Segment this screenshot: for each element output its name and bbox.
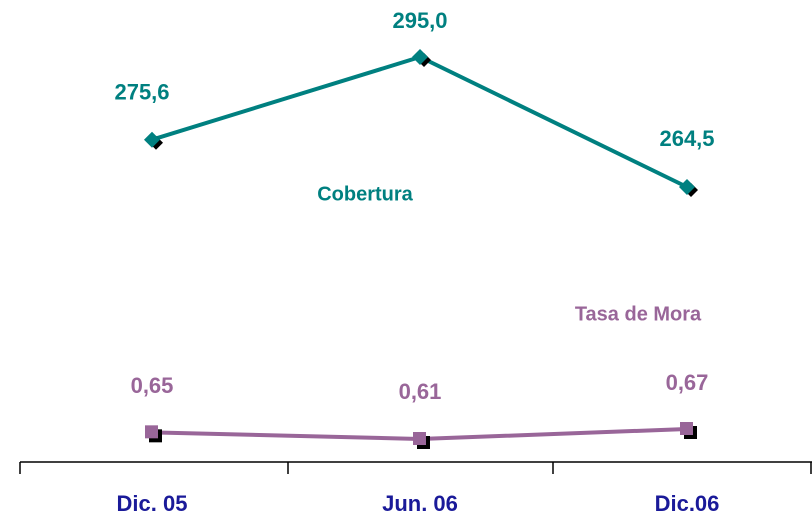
x-tick-label: Dic. 05	[117, 491, 188, 516]
series-label: Cobertura	[317, 183, 413, 205]
marker	[679, 179, 695, 195]
data-label: 264,5	[659, 126, 714, 151]
data-label: 0,61	[399, 379, 442, 404]
data-label: 275,6	[114, 80, 169, 105]
marker	[144, 131, 160, 148]
marker	[412, 49, 428, 65]
marker	[413, 432, 426, 445]
data-label: 0,65	[131, 373, 174, 398]
marker	[145, 425, 158, 439]
x-tick-label: Dic.06	[655, 491, 720, 516]
series-line	[151, 54, 688, 189]
x-tick-label: Jun. 06	[382, 491, 458, 516]
series-label: Tasa de Mora	[575, 303, 702, 325]
data-label: 295,0	[392, 8, 447, 33]
marker	[680, 422, 693, 435]
data-label: 0,67	[666, 370, 709, 395]
